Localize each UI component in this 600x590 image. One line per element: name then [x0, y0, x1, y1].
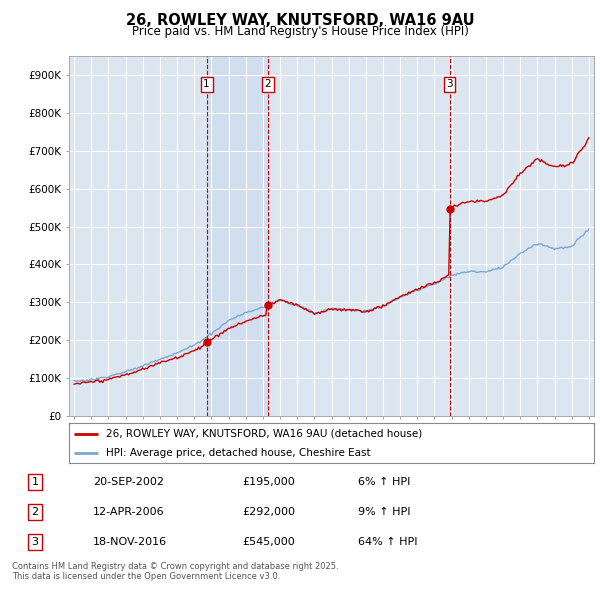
- Text: 26, ROWLEY WAY, KNUTSFORD, WA16 9AU: 26, ROWLEY WAY, KNUTSFORD, WA16 9AU: [125, 13, 475, 28]
- Text: 1: 1: [203, 80, 210, 90]
- Text: 3: 3: [32, 537, 38, 547]
- Text: 2: 2: [31, 507, 38, 517]
- Text: 6% ↑ HPI: 6% ↑ HPI: [358, 477, 410, 487]
- Text: 18-NOV-2016: 18-NOV-2016: [92, 537, 167, 547]
- Text: Price paid vs. HM Land Registry's House Price Index (HPI): Price paid vs. HM Land Registry's House …: [131, 25, 469, 38]
- Text: 1: 1: [32, 477, 38, 487]
- Text: HPI: Average price, detached house, Cheshire East: HPI: Average price, detached house, Ches…: [106, 448, 370, 458]
- Bar: [206, 56, 268, 416]
- Text: Contains HM Land Registry data © Crown copyright and database right 2025.
This d: Contains HM Land Registry data © Crown c…: [12, 562, 338, 581]
- Text: 12-APR-2006: 12-APR-2006: [92, 507, 164, 517]
- Text: £195,000: £195,000: [242, 477, 295, 487]
- Text: 20-SEP-2002: 20-SEP-2002: [92, 477, 164, 487]
- Text: £545,000: £545,000: [242, 537, 295, 547]
- Text: 2: 2: [265, 80, 271, 90]
- Bar: [268, 56, 449, 416]
- Text: 64% ↑ HPI: 64% ↑ HPI: [358, 537, 417, 547]
- Text: 9% ↑ HPI: 9% ↑ HPI: [358, 507, 410, 517]
- Text: 26, ROWLEY WAY, KNUTSFORD, WA16 9AU (detached house): 26, ROWLEY WAY, KNUTSFORD, WA16 9AU (det…: [106, 429, 422, 439]
- Text: £292,000: £292,000: [242, 507, 295, 517]
- Text: 3: 3: [446, 80, 453, 90]
